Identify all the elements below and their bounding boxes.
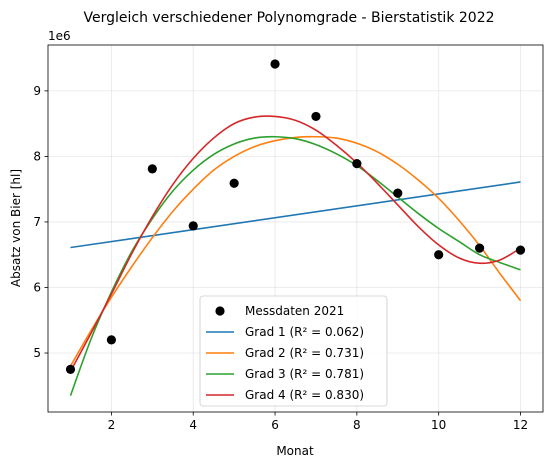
legend-label-grad-3: Grad 3 (R² = 0.781) <box>245 367 364 381</box>
series-line-grad-2 <box>69 135 522 367</box>
y-tick-label: 7 <box>33 215 41 229</box>
x-tick-label: 6 <box>271 418 279 432</box>
data-point <box>147 164 157 174</box>
x-tick-label: 2 <box>108 418 116 432</box>
x-tick-label: 12 <box>513 418 528 432</box>
data-point <box>65 364 76 375</box>
data-point <box>106 335 117 345</box>
scatter-points <box>65 59 526 375</box>
y-tick-label: 6 <box>33 280 41 294</box>
data-point <box>229 178 239 188</box>
series-line-grad-1 <box>70 181 521 249</box>
x-tick-label: 10 <box>431 418 446 432</box>
y-tick-label: 8 <box>33 149 41 163</box>
series-lines <box>69 115 522 396</box>
y-tick-label: 5 <box>33 346 41 360</box>
y-offset-label: 1e6 <box>48 29 71 43</box>
data-point <box>393 188 403 198</box>
data-point <box>474 243 485 253</box>
data-point <box>270 59 280 69</box>
y-axis-ticks: 5 6 7 8 9 <box>33 84 48 360</box>
data-point <box>352 159 362 169</box>
chart-title: Vergleich verschiedener Polynomgrade - B… <box>83 10 494 26</box>
legend-label-messdaten: Messdaten 2021 <box>245 304 344 318</box>
data-point <box>434 250 444 260</box>
legend-label-grad-4: Grad 4 (R² = 0.830) <box>245 388 364 402</box>
y-tick-label: 9 <box>33 84 41 98</box>
series-line-grad-4 <box>69 115 521 372</box>
legend-label-grad-1: Grad 1 (R² = 0.062) <box>245 325 364 339</box>
data-point <box>188 221 198 231</box>
x-axis-label: Monat <box>276 444 314 458</box>
legend-marker-messdaten <box>215 306 225 316</box>
y-axis-label: Absatz von Bier [hl] <box>9 169 23 287</box>
plot-frame <box>47 44 544 413</box>
data-point <box>515 245 526 255</box>
data-point <box>311 111 321 122</box>
x-tick-label: 4 <box>189 418 197 432</box>
legend: Messdaten 2021 Grad 1 (R² = 0.062) Grad 2 … <box>199 295 388 407</box>
x-tick-label: 8 <box>353 418 361 432</box>
legend-box <box>199 295 388 407</box>
x-axis-ticks: 2 4 6 8 10 12 <box>108 412 528 432</box>
legend-label-grad-2: Grad 2 (R² = 0.731) <box>245 346 364 360</box>
